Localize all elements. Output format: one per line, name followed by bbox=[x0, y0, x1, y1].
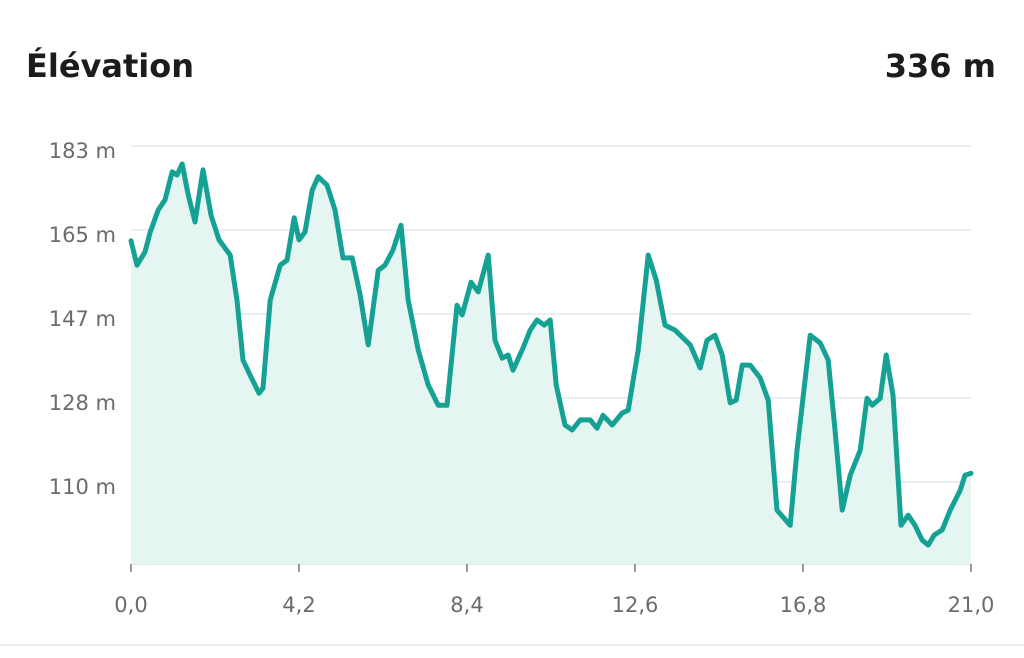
x-tick-label: 16,8 bbox=[780, 593, 827, 617]
x-tick-label: 12,6 bbox=[612, 593, 659, 617]
y-tick-label: 183 m bbox=[49, 139, 116, 163]
y-tick-label: 165 m bbox=[49, 223, 116, 247]
y-tick-label: 110 m bbox=[49, 475, 116, 499]
x-tick-label: 4,2 bbox=[282, 593, 315, 617]
x-tick-label: 8,4 bbox=[450, 593, 483, 617]
title: Élévation bbox=[26, 47, 194, 85]
area-fill bbox=[131, 164, 971, 564]
x-tick-label: 0,0 bbox=[114, 593, 147, 617]
x-tick-label: 21,0 bbox=[948, 593, 995, 617]
elevation-line bbox=[128, 161, 974, 548]
y-tick-label: 147 m bbox=[49, 307, 116, 331]
total-elevation: 336 m bbox=[885, 47, 996, 85]
y-tick-label: 128 m bbox=[49, 391, 116, 415]
